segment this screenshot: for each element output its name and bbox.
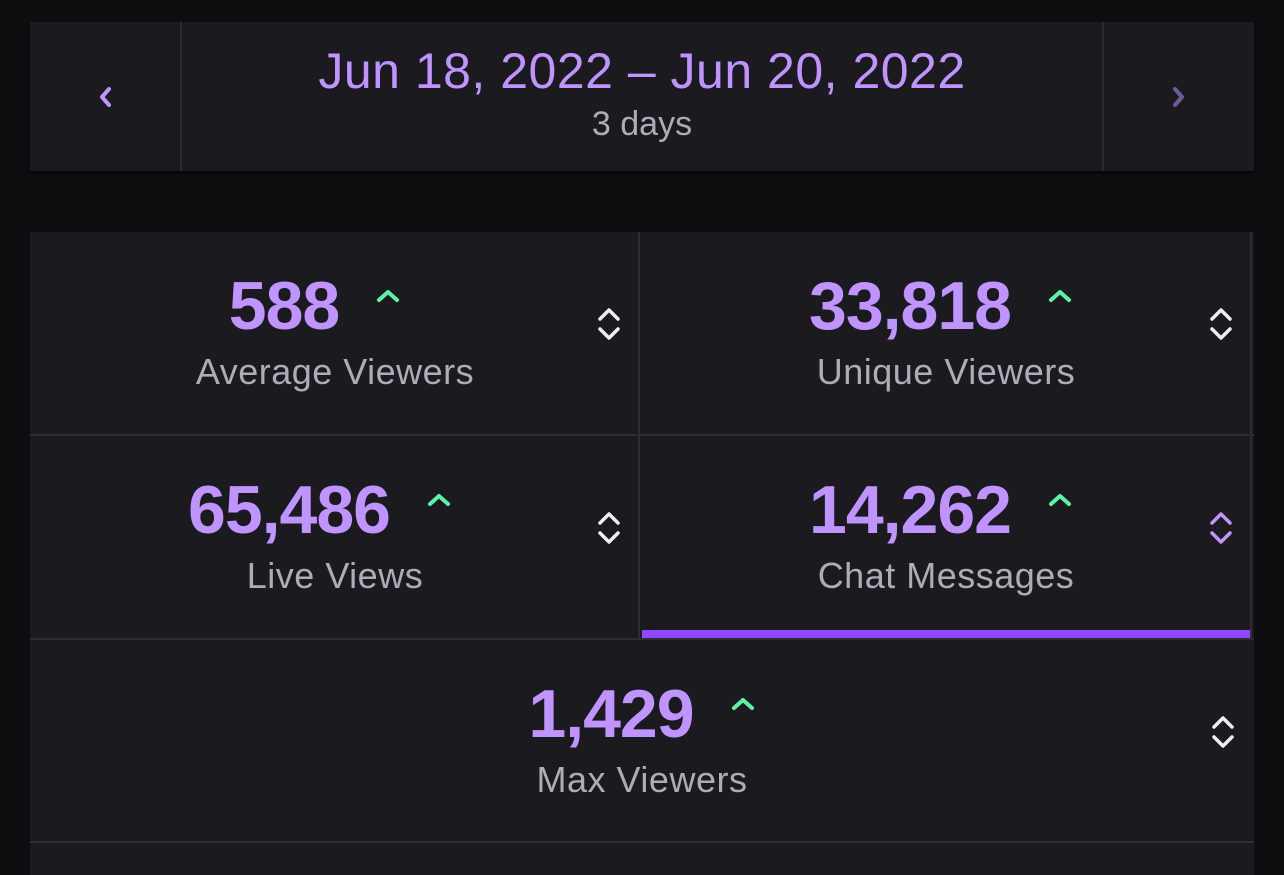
sort-icon[interactable]	[1210, 712, 1236, 752]
stat-label: Chat Messages	[817, 555, 1075, 596]
stat-label: Live Views	[246, 555, 424, 596]
next-period-button[interactable]	[1102, 22, 1254, 171]
stat-tile-live-views[interactable]: 65,486 Live Views	[30, 436, 640, 638]
sort-icon[interactable]	[596, 304, 622, 344]
stat-tile-unique-viewers[interactable]: 33,818 Unique Viewers	[640, 232, 1252, 434]
stat-label: Average Viewers	[195, 351, 475, 392]
previous-period-button[interactable]	[30, 22, 182, 171]
stat-value: 588	[228, 268, 340, 344]
stat-value: 33,818	[809, 268, 1012, 344]
trend-up-icon	[377, 290, 400, 302]
trend-up-icon	[731, 698, 754, 710]
date-range-label: Jun 18, 2022 – Jun 20, 2022	[318, 42, 966, 99]
stat-value: 65,486	[188, 472, 391, 548]
stat-value: 1,429	[528, 676, 694, 752]
grid-divider	[30, 638, 1254, 640]
stat-tile-chat-messages[interactable]: 14,262 Chat Messages	[640, 436, 1252, 638]
grid-divider	[30, 434, 1254, 436]
stat-tile-max-viewers[interactable]: 1,429 Max Viewers	[30, 640, 1254, 842]
trend-up-icon	[427, 494, 450, 506]
stat-tile-average-viewers[interactable]: 588 Average Viewers	[30, 232, 640, 434]
sort-icon[interactable]	[1208, 304, 1234, 344]
stats-grid: 588 Average Viewers 33,818 Unique Viewer…	[30, 232, 1254, 875]
trend-up-icon	[1048, 290, 1071, 302]
stat-value: 14,262	[809, 472, 1012, 548]
stat-label: Unique Viewers	[816, 351, 1076, 392]
trend-up-icon	[1048, 494, 1071, 506]
stat-label: Max Viewers	[536, 759, 748, 800]
date-range-display[interactable]: Jun 18, 2022 – Jun 20, 2022 3 days	[182, 22, 1102, 171]
chevron-right-icon	[1173, 86, 1184, 107]
date-range-duration: 3 days	[591, 104, 693, 143]
chevron-left-icon	[100, 86, 111, 107]
date-range-selector: Jun 18, 2022 – Jun 20, 2022 3 days	[30, 22, 1254, 171]
active-tile-indicator	[642, 630, 1250, 638]
sort-icon[interactable]	[596, 508, 622, 548]
sort-icon[interactable]	[1208, 508, 1234, 548]
grid-divider	[30, 841, 1254, 843]
